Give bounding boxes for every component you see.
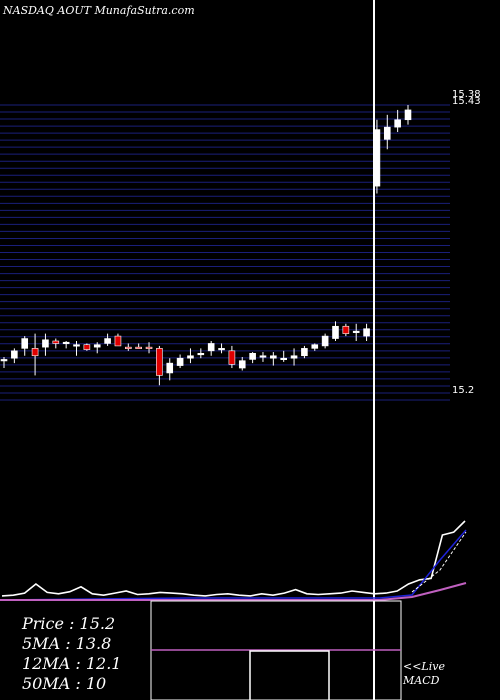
candle-body xyxy=(11,350,18,359)
candle-body xyxy=(259,355,267,358)
candle-body xyxy=(176,357,184,366)
candle-body xyxy=(83,344,91,350)
y-tick-label: 15.38 xyxy=(452,89,481,100)
ma-dashed-line xyxy=(411,531,467,593)
candle-body xyxy=(301,348,308,357)
candle-body xyxy=(0,359,8,362)
candle-body xyxy=(114,335,122,347)
y-tick-label: 15.43 xyxy=(452,96,481,107)
candle-body xyxy=(52,340,60,344)
candle-body xyxy=(342,325,350,334)
candle-body xyxy=(21,338,29,349)
ma5-label: 5MA : 13.8 xyxy=(22,634,112,653)
macd-histogram xyxy=(249,650,330,700)
candle-body xyxy=(42,339,49,348)
candle-body xyxy=(249,352,256,360)
candle-body xyxy=(238,360,246,369)
candle-body xyxy=(311,344,319,349)
candle-body xyxy=(332,325,339,339)
macd-label: MACD xyxy=(403,674,440,687)
candle-body xyxy=(156,348,163,376)
candle-body xyxy=(352,330,360,333)
candle-body xyxy=(394,119,401,128)
candle-body xyxy=(404,109,412,121)
candles xyxy=(0,105,412,386)
ma50-label: 50MA : 10 xyxy=(22,674,107,693)
ma-line xyxy=(0,529,467,601)
price-label: Price : 15.2 xyxy=(22,614,116,633)
candle-body xyxy=(197,352,205,356)
candle-body xyxy=(383,126,391,140)
indicator-panels xyxy=(0,0,467,700)
signal-line xyxy=(0,582,467,601)
y-tick-label: 15.2 xyxy=(452,385,474,396)
price-grid xyxy=(0,104,450,401)
candle-body xyxy=(125,346,132,349)
candle-body xyxy=(73,344,80,347)
candle-body xyxy=(363,328,370,337)
candle-body xyxy=(321,335,329,347)
candle-body xyxy=(218,348,225,351)
candle-body xyxy=(166,362,174,374)
candle-body xyxy=(290,355,298,359)
ma12-label: 12MA : 12.1 xyxy=(22,654,122,673)
candle-body xyxy=(135,346,142,349)
candle-body xyxy=(270,355,277,359)
chart-title: NASDAQ AOUT MunafaSutra.com xyxy=(3,4,195,17)
volume-line xyxy=(1,520,466,597)
candle-body xyxy=(280,357,287,361)
macd-live-label: <<Live xyxy=(403,660,445,673)
candle-body xyxy=(93,344,101,348)
candle-body xyxy=(207,343,215,352)
candle-body xyxy=(104,338,111,344)
candle-body xyxy=(228,350,236,365)
candle-body xyxy=(31,348,39,357)
candle-body xyxy=(145,346,153,349)
candle-body xyxy=(187,355,194,359)
candle-body xyxy=(62,341,70,345)
